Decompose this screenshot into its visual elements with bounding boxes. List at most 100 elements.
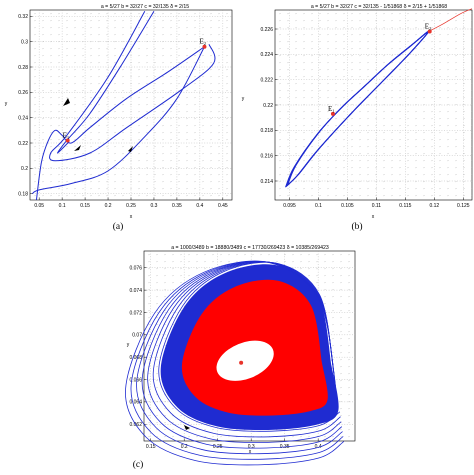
direction-field-mark [350,118,354,120]
direction-field-mark [121,13,125,15]
direction-field-mark [414,195,418,197]
direction-field-mark [382,125,386,127]
direction-field-mark [225,76,229,78]
direction-field-mark [454,76,458,78]
direction-field-mark [177,76,181,78]
direction-field-mark [342,167,346,169]
direction-field-mark [121,27,125,29]
direction-field-mark [446,69,450,71]
direction-field-mark [462,125,466,127]
direction-field-mark [454,188,458,190]
direction-field-mark [129,97,133,99]
direction-field-mark [209,181,213,183]
direction-field-mark [294,181,298,183]
direction-field-mark [318,69,322,71]
direction-field-mark [217,97,221,99]
direction-field-mark [209,76,213,78]
direction-field-mark [145,55,149,57]
direction-field-mark [129,132,133,134]
direction-field-mark [195,429,199,431]
direction-field-mark [137,97,141,99]
direction-field-mark [390,153,394,155]
direction-field-mark [113,13,117,15]
direction-field-mark [97,27,101,29]
direction-field-mark [326,97,330,99]
direction-field-mark [275,261,279,263]
direction-field-mark [73,146,77,148]
direction-field-mark [73,48,77,50]
direction-field-mark [217,62,221,64]
direction-field-mark [105,48,109,50]
direction-field-mark [163,261,167,263]
direction-field-mark [195,268,199,270]
direction-field-mark [201,27,205,29]
direction-field-mark [382,20,386,22]
direction-field-mark [406,125,410,127]
direction-field-mark [430,195,434,197]
direction-field-mark [145,139,149,141]
direction-field-mark [358,76,362,78]
direction-field-mark [161,27,165,29]
direction-field-mark [217,118,221,120]
direction-field-mark [161,174,165,176]
direction-field-mark [390,69,394,71]
direction-field-mark [219,436,223,438]
direction-field-mark [129,195,133,197]
direction-field-mark [430,153,434,155]
direction-field-mark [339,282,343,284]
direction-field-mark [358,139,362,141]
direction-field-mark [390,139,394,141]
direction-field-mark [147,317,151,319]
direction-field-mark [201,160,205,162]
direction-field-mark [438,132,442,134]
direction-field-mark [374,83,378,85]
direction-field-mark [454,90,458,92]
direction-field-mark [278,34,282,36]
direction-field-mark [81,34,85,36]
direction-field-mark [334,167,338,169]
direction-field-mark [41,167,45,169]
direction-field-mark [414,111,418,113]
direction-field-mark [113,69,117,71]
direction-field-mark [89,48,93,50]
direction-field-mark [438,111,442,113]
direction-field-mark [105,27,109,29]
direction-field-mark [201,118,205,120]
chart-a-svg: a = 5/27 b = 32/27 c = 32/135 δ = 2/15 0… [5,4,233,220]
direction-field-mark [89,69,93,71]
direction-field-mark [339,366,343,368]
chart-c-equilibria [239,360,244,365]
direction-field-mark [49,97,53,99]
direction-field-mark [462,97,466,99]
direction-field-mark [97,195,101,197]
direction-field-mark [286,13,290,15]
direction-field-mark [155,345,159,347]
direction-field-mark [193,97,197,99]
direction-field-mark [113,139,117,141]
direction-field-mark [209,188,213,190]
direction-field-mark [374,132,378,134]
direction-field-mark [366,146,370,148]
direction-field-mark [41,118,45,120]
direction-field-mark [302,160,306,162]
direction-field-mark [323,254,327,256]
direction-field-mark [422,76,426,78]
direction-field-mark [169,13,173,15]
direction-field-mark [177,167,181,169]
direction-field-mark [430,41,434,43]
direction-field-mark [121,83,125,85]
direction-field-mark [235,261,239,263]
direction-field-mark [422,195,426,197]
direction-field-mark [147,310,151,312]
direction-field-mark [41,132,45,134]
direction-field-mark [153,195,157,197]
direction-field-mark [318,111,322,113]
direction-field-mark [334,83,338,85]
direction-field-mark [470,41,474,43]
direction-field-mark [294,20,298,22]
direction-field-mark [161,181,165,183]
direction-field-mark [163,422,167,424]
direction-field-mark [278,41,282,43]
x-tick-label: 0.105 [341,203,354,209]
